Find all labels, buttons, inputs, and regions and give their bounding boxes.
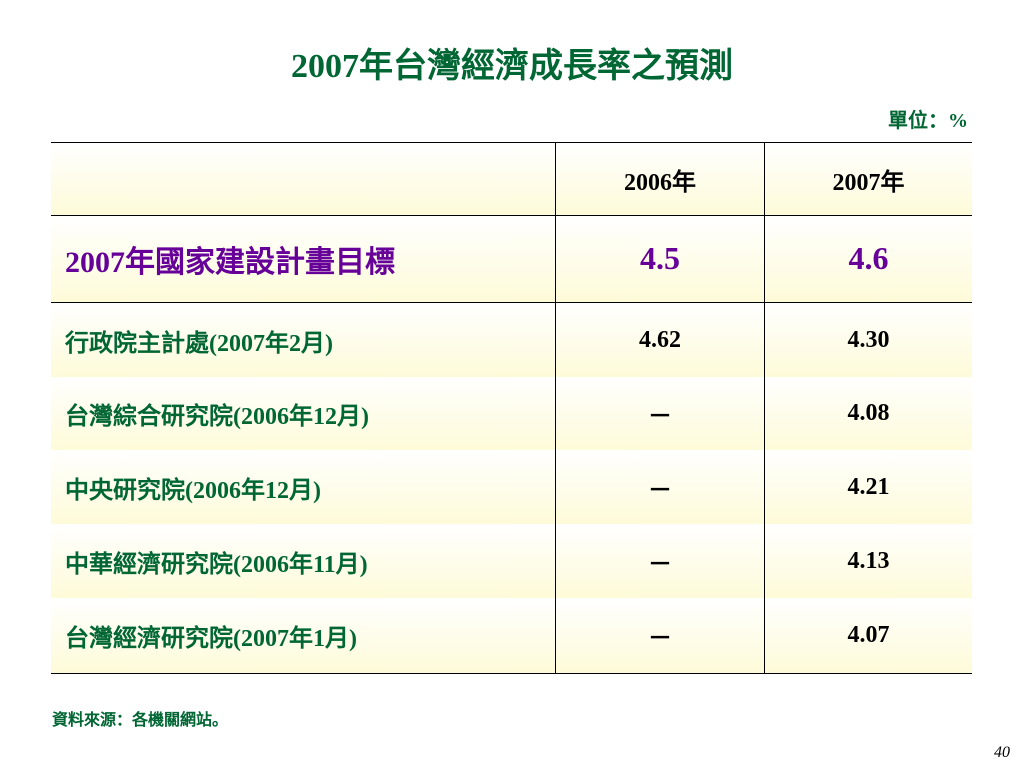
cell-value: 4.08 (847, 400, 890, 426)
page-number: 40 (994, 744, 1010, 761)
row-label: 2007年國家建設計畫目標 (65, 246, 395, 279)
cell-value: 4.13 (847, 547, 890, 574)
column-header: 2007年 (832, 169, 905, 196)
cell-value: － (555, 450, 765, 524)
cell-value: 4.5 (555, 216, 765, 302)
table-row: 中央研究院(2006年12月) － 4.21 (51, 450, 972, 524)
table-row: 台灣經濟研究院(2007年1月) － 4.07 (51, 598, 972, 674)
table-row: 中華經濟研究院(2006年11月) － 4.13 (51, 524, 972, 598)
source-note: 資料來源：各機關網站。 (52, 712, 229, 729)
cell-value: 4.6 (848, 240, 889, 276)
table-row: 行政院主計處(2007年2月) 4.62 4.30 (51, 302, 972, 377)
cell-value: － (555, 524, 765, 598)
title: 2007年台灣經濟成長率之預測 (291, 48, 733, 85)
row-label: 台灣經濟研究院(2007年1月) (65, 626, 357, 652)
row-label: 行政院主計處(2007年2月) (65, 330, 333, 357)
row-label: 中華經濟研究院(2006年11月) (65, 551, 368, 578)
row-label: 中央研究院(2006年12月) (65, 477, 321, 504)
column-header: 2006年 (555, 143, 765, 215)
column-header (51, 143, 555, 215)
header-row: 2006年 2007年 (51, 142, 972, 215)
cell-value: － (555, 598, 765, 673)
cell-value: 4.62 (555, 303, 765, 377)
cell-value: 4.21 (847, 473, 890, 500)
cell-value: 4.07 (847, 622, 890, 648)
cell-value: 4.30 (847, 326, 890, 353)
row-label: 台灣綜合研究院(2006年12月) (65, 404, 369, 430)
cell-value: － (555, 377, 765, 450)
table-row: 台灣綜合研究院(2006年12月) － 4.08 (51, 377, 972, 450)
table-row: 2007年國家建設計畫目標 4.5 4.6 (51, 215, 972, 302)
unit-label: 單位：% (888, 110, 968, 132)
